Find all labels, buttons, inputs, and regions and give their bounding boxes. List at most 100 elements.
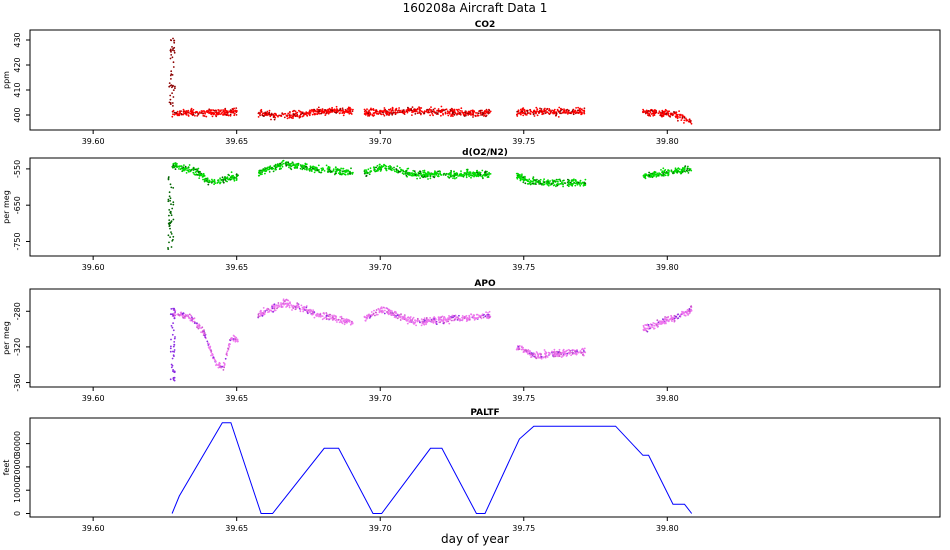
- data-point: [661, 171, 663, 174]
- data-point: [374, 311, 377, 314]
- data-point: [542, 180, 545, 183]
- data-point: [292, 117, 294, 120]
- data-point: [398, 107, 400, 109]
- data-point: [392, 112, 394, 114]
- data-point: [172, 61, 175, 64]
- data-point: [282, 301, 285, 304]
- data-point: [676, 170, 679, 173]
- data-point: [449, 175, 452, 178]
- data-point: [436, 112, 439, 115]
- data-point: [286, 117, 289, 120]
- data-point: [296, 167, 298, 169]
- data-point: [544, 355, 547, 358]
- data-point: [369, 167, 372, 170]
- data-point: [439, 173, 442, 176]
- data-point: [259, 114, 261, 117]
- data-point: [675, 111, 677, 114]
- data-point: [169, 350, 172, 353]
- data-point: [286, 302, 289, 305]
- data-point: [278, 114, 280, 117]
- data-point: [439, 321, 441, 324]
- data-point: [172, 329, 175, 332]
- data-point: [560, 109, 562, 112]
- data-point: [171, 46, 173, 48]
- data-point: [364, 114, 367, 116]
- data-point: [334, 315, 337, 317]
- data-point: [167, 177, 170, 180]
- data-point: [264, 170, 267, 173]
- data-point: [444, 111, 447, 114]
- data-point: [379, 112, 381, 115]
- data-point: [340, 321, 343, 323]
- data-point: [460, 173, 463, 176]
- data-point: [414, 172, 417, 174]
- data-point: [458, 318, 461, 320]
- data-point: [678, 170, 681, 173]
- data-point: [544, 109, 547, 112]
- data-point: [670, 113, 673, 116]
- data-point: [234, 336, 236, 338]
- data-point: [366, 316, 369, 319]
- data-point: [173, 370, 176, 373]
- data-point: [648, 114, 651, 116]
- data-point: [579, 181, 581, 184]
- data-point: [404, 111, 406, 113]
- data-point: [302, 310, 305, 313]
- data-point: [320, 171, 322, 174]
- data-point: [521, 348, 523, 351]
- data-point: [179, 311, 182, 314]
- data-point: [172, 235, 175, 238]
- data-point: [221, 176, 224, 179]
- data-point: [285, 114, 288, 117]
- data-point: [178, 168, 180, 170]
- data-point: [229, 111, 232, 114]
- data-point: [420, 324, 423, 327]
- data-point: [170, 325, 173, 327]
- data-point: [328, 313, 331, 316]
- data-point: [425, 109, 428, 111]
- data-point: [341, 317, 343, 320]
- data-point: [575, 351, 578, 354]
- data-point: [344, 320, 346, 323]
- data-point: [383, 306, 386, 309]
- data-point: [401, 172, 404, 175]
- data-point: [351, 110, 354, 113]
- data-point: [389, 165, 391, 167]
- data-point: [488, 109, 491, 112]
- data-point: [680, 168, 683, 171]
- data-point: [487, 316, 489, 319]
- data-point: [461, 316, 463, 319]
- data-point: [544, 107, 546, 110]
- data-point: [488, 174, 490, 176]
- data-point: [277, 304, 280, 306]
- data-point: [213, 180, 216, 183]
- data-point: [168, 85, 171, 88]
- data-point: [423, 171, 426, 174]
- data-point: [346, 169, 349, 172]
- data-point: [551, 111, 554, 114]
- data-point: [341, 111, 344, 114]
- data-point: [567, 351, 570, 354]
- data-point: [553, 354, 556, 356]
- data-point: [172, 164, 175, 167]
- data-point: [301, 168, 304, 171]
- data-point: [212, 109, 214, 111]
- data-point: [660, 322, 663, 325]
- data-point: [369, 111, 371, 114]
- data-point: [268, 309, 271, 312]
- data-point: [394, 170, 396, 173]
- data-point: [488, 172, 491, 175]
- data-point: [289, 112, 291, 114]
- data-point: [416, 177, 418, 180]
- data-point: [678, 110, 680, 112]
- data-point: [673, 112, 676, 115]
- data-point: [226, 180, 229, 183]
- data-point: [667, 172, 670, 175]
- data-point: [321, 109, 323, 112]
- data-point: [430, 321, 433, 323]
- x-tick-label: 39.70: [369, 524, 392, 533]
- data-point: [344, 170, 347, 173]
- data-point: [207, 181, 210, 184]
- data-point: [380, 165, 383, 168]
- data-point: [199, 171, 201, 174]
